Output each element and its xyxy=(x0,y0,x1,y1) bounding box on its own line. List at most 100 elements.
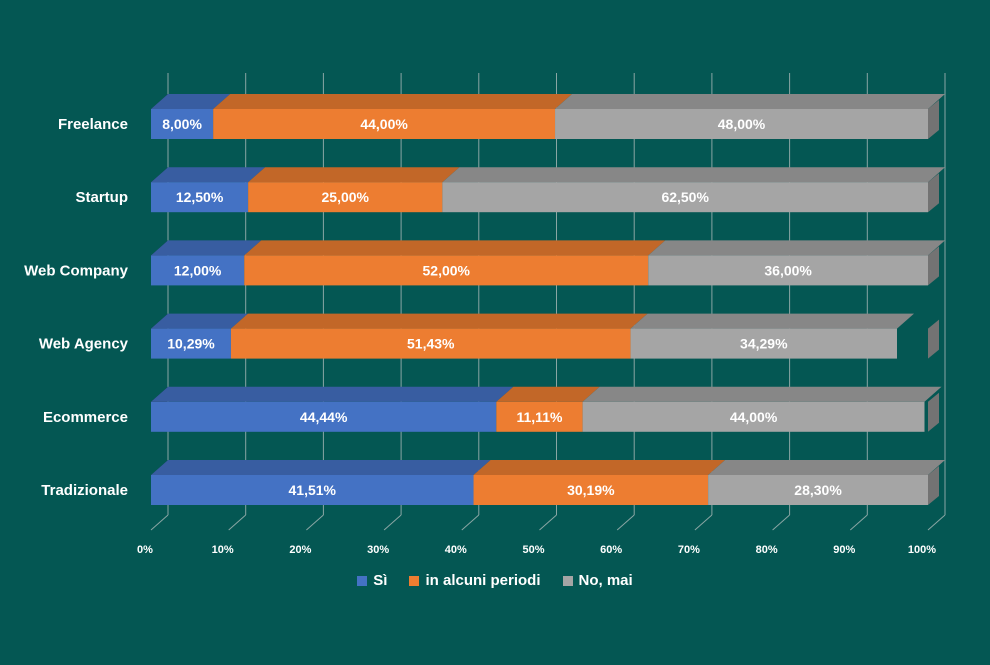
data-label: 10,29% xyxy=(167,336,215,352)
data-label: 11,11% xyxy=(516,409,562,425)
bar-segment xyxy=(151,109,214,139)
data-label: 36,00% xyxy=(764,262,812,278)
data-label: 25,00% xyxy=(322,189,370,205)
legend-item-si: Sì xyxy=(357,572,387,589)
legend-label-no-mai: No, mai xyxy=(578,572,633,589)
category-label: Tradizionale xyxy=(41,482,128,499)
data-label: 41,51% xyxy=(289,482,337,498)
bar-top-face xyxy=(244,240,666,256)
bar-top-face xyxy=(555,94,945,109)
bar-segment xyxy=(230,328,631,359)
bar-top-face xyxy=(151,240,262,256)
gridline-floor xyxy=(927,514,946,531)
bar-segment xyxy=(151,255,245,286)
bar-top-face xyxy=(708,460,945,475)
category-label: Web Agency xyxy=(39,336,129,353)
gridline-floor xyxy=(228,514,247,531)
gridline-floor xyxy=(616,514,635,531)
bar-segment xyxy=(442,182,928,213)
bar-end-face xyxy=(928,466,939,505)
bar-segment xyxy=(473,475,709,505)
category-label: Startup xyxy=(76,189,129,206)
data-label: 44,44% xyxy=(300,409,348,425)
bar-row: 41,51% 30,19% 28,30% xyxy=(151,460,945,505)
legend-swatch-si xyxy=(357,575,368,586)
bar-top-face xyxy=(213,94,573,109)
bar-top-face xyxy=(630,313,914,329)
category-label: Ecommerce xyxy=(43,409,128,426)
bar-end-face xyxy=(928,173,939,213)
bar-top-face xyxy=(248,167,460,183)
gridline-floor xyxy=(694,514,713,531)
bar-top-face xyxy=(151,313,248,329)
legend: Sì in alcuni periodi No, mai xyxy=(0,572,990,589)
bar-segment xyxy=(151,328,231,359)
legend-swatch-no-mai xyxy=(562,575,573,586)
legend-item-no-mai: No, mai xyxy=(562,572,633,589)
data-label: 52,00% xyxy=(423,262,471,278)
x-tick-label: 20% xyxy=(289,544,311,556)
legend-swatch-in-alcuni-periodi xyxy=(409,575,420,586)
data-label: 8,00% xyxy=(162,116,202,132)
data-label: 12,00% xyxy=(174,262,222,278)
bar-segment xyxy=(630,328,897,359)
bar-end-face xyxy=(928,246,939,286)
legend-label-in-alcuni-periodi: in alcuni periodi xyxy=(425,572,541,589)
gridline-floor xyxy=(150,514,169,531)
x-tick-label: 60% xyxy=(600,544,622,556)
bar-top-face xyxy=(230,313,648,329)
bar-top-face xyxy=(473,460,726,475)
bar-segment xyxy=(582,401,925,432)
bar-top-face xyxy=(151,460,491,475)
data-label: 30,19% xyxy=(567,482,615,498)
bar-top-face xyxy=(151,167,266,183)
bar-top-face xyxy=(496,386,600,402)
gridline-floor xyxy=(772,514,790,531)
gridline-floor xyxy=(306,514,324,531)
x-tick-label: 100% xyxy=(908,544,936,556)
bar-row: 12,00% 52,00% 36,00% xyxy=(151,240,945,286)
gridlines xyxy=(150,73,946,531)
bar-segment xyxy=(496,401,583,432)
data-label: 34,29% xyxy=(740,336,788,352)
data-label: 51,43% xyxy=(407,336,455,352)
bar-segment xyxy=(244,255,649,286)
bar-top-face xyxy=(151,94,231,109)
bar-top-face xyxy=(582,386,942,402)
x-tick-label: 70% xyxy=(678,544,700,556)
legend-label-si: Sì xyxy=(373,572,388,589)
data-label: 12,50% xyxy=(176,189,224,205)
bar-segment xyxy=(708,475,928,505)
x-tick-label: 40% xyxy=(445,544,467,556)
bar-segment xyxy=(151,182,249,213)
legend-item-in-alcuni-periodi: in alcuni periodi xyxy=(409,572,541,589)
gridline-floor xyxy=(539,514,557,531)
bar-segment xyxy=(248,182,443,213)
x-tick-label: 0% xyxy=(137,544,153,556)
x-tick-label: 10% xyxy=(212,544,234,556)
x-tick-label: 80% xyxy=(756,544,778,556)
gridline-floor xyxy=(461,514,480,531)
bar-segment xyxy=(555,109,928,139)
bar-end-face xyxy=(928,392,939,432)
bar-row: 8,00% 44,00% 48,00% xyxy=(151,94,945,139)
bar-end-face xyxy=(928,319,939,359)
bar-top-face xyxy=(648,240,945,256)
category-label: Freelance xyxy=(58,116,128,133)
data-label: 44,00% xyxy=(730,409,778,425)
gridline-floor xyxy=(849,514,868,531)
x-tick-label: 50% xyxy=(522,544,544,556)
x-tick-label: 30% xyxy=(367,544,389,556)
gridline-floor xyxy=(383,514,402,531)
bar-segment xyxy=(648,255,928,286)
bar-top-face xyxy=(442,167,945,183)
bar-row: 12,50% 25,00% 62,50% xyxy=(151,167,945,213)
data-label: 48,00% xyxy=(718,116,766,132)
bar-segment xyxy=(151,475,474,505)
bar-row: 44,44% 11,11% 44,00% xyxy=(151,386,942,432)
bar-top-face xyxy=(151,386,514,402)
bar-row: 10,29% 51,43% 34,29% xyxy=(151,313,939,359)
data-label: 62,50% xyxy=(661,189,709,205)
